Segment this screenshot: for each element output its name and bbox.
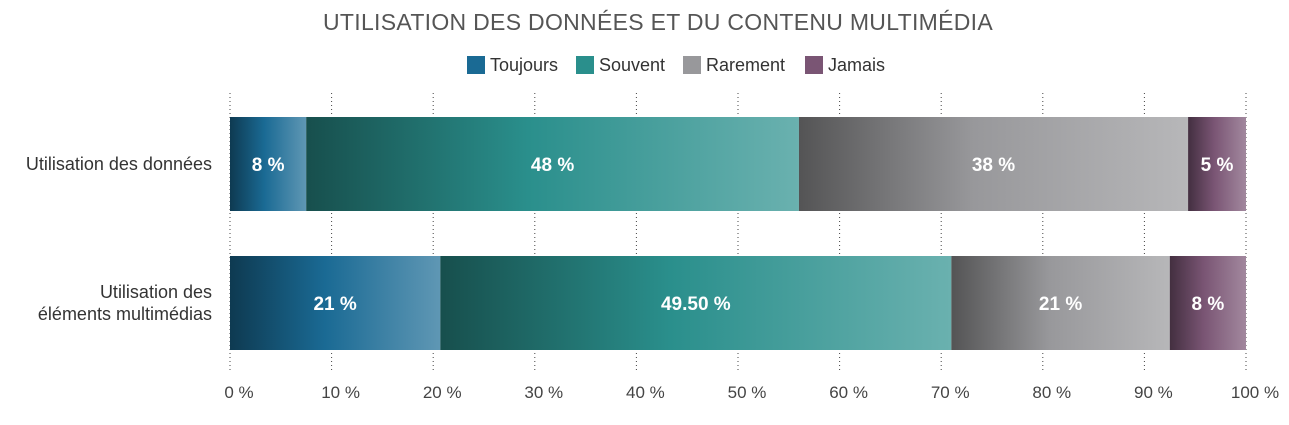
legend-item-souvent: Souvent <box>576 52 665 78</box>
bar-souvent-0 <box>306 117 799 211</box>
bar-souvent-1 <box>440 256 952 350</box>
data-label-souvent-0: 48 % <box>531 155 574 176</box>
x-tick-label-1: 10 % <box>321 383 360 402</box>
bar-toujours-0 <box>230 117 307 211</box>
x-tick-label-6: 60 % <box>829 383 868 402</box>
data-label-souvent-1: 49.50 % <box>661 294 731 315</box>
x-tick-label-10: 100 % <box>1231 383 1279 402</box>
category-label-1-0: Utilisation des <box>100 282 212 302</box>
x-tick-label-3: 30 % <box>524 383 563 402</box>
legend-item-jamais: Jamais <box>805 52 885 78</box>
legend-label-rarement: Rarement <box>706 54 786 75</box>
data-label-toujours-1: 21 % <box>313 294 356 315</box>
legend-swatch-rarement <box>683 56 701 74</box>
legend-item-rarement: Rarement <box>683 52 785 78</box>
x-tick-label-9: 90 % <box>1134 383 1173 402</box>
legend: Toujours Souvent Rarement Jamais <box>0 52 1289 78</box>
category-label-1-1: éléments multimédias <box>38 304 212 324</box>
x-tick-label-7: 70 % <box>931 383 970 402</box>
x-tick-label-4: 40 % <box>626 383 665 402</box>
data-label-jamais-0: 5 % <box>1201 155 1234 176</box>
legend-label-jamais: Jamais <box>828 54 886 75</box>
x-tick-label-8: 80 % <box>1032 383 1071 402</box>
bar-jamais-0 <box>1188 117 1246 211</box>
data-label-rarement-0: 38 % <box>972 155 1015 176</box>
data-label-jamais-1: 8 % <box>1192 294 1225 315</box>
chart-title: UTILISATION DES DONNÉES ET DU CONTENU MU… <box>323 9 993 35</box>
bar-rarement-0 <box>798 117 1189 211</box>
x-tick-label-5: 50 % <box>728 383 767 402</box>
legend-swatch-jamais <box>805 56 823 74</box>
x-tick-label-0: 0 % <box>224 383 253 402</box>
x-tick-label-2: 20 % <box>423 383 462 402</box>
data-label-toujours-0: 8 % <box>252 155 285 176</box>
legend-label-toujours: Toujours <box>490 54 559 75</box>
legend-swatch-toujours <box>467 56 485 74</box>
bar-jamais-1 <box>1169 256 1246 350</box>
category-label-0-0: Utilisation des données <box>26 154 212 174</box>
legend-swatch-souvent <box>576 56 594 74</box>
bar-rarement-1 <box>951 256 1170 350</box>
data-label-rarement-1: 21 % <box>1039 294 1082 315</box>
bar-toujours-1 <box>230 256 441 350</box>
legend-item-toujours: Toujours <box>467 52 558 78</box>
legend-label-souvent: Souvent <box>599 54 666 75</box>
